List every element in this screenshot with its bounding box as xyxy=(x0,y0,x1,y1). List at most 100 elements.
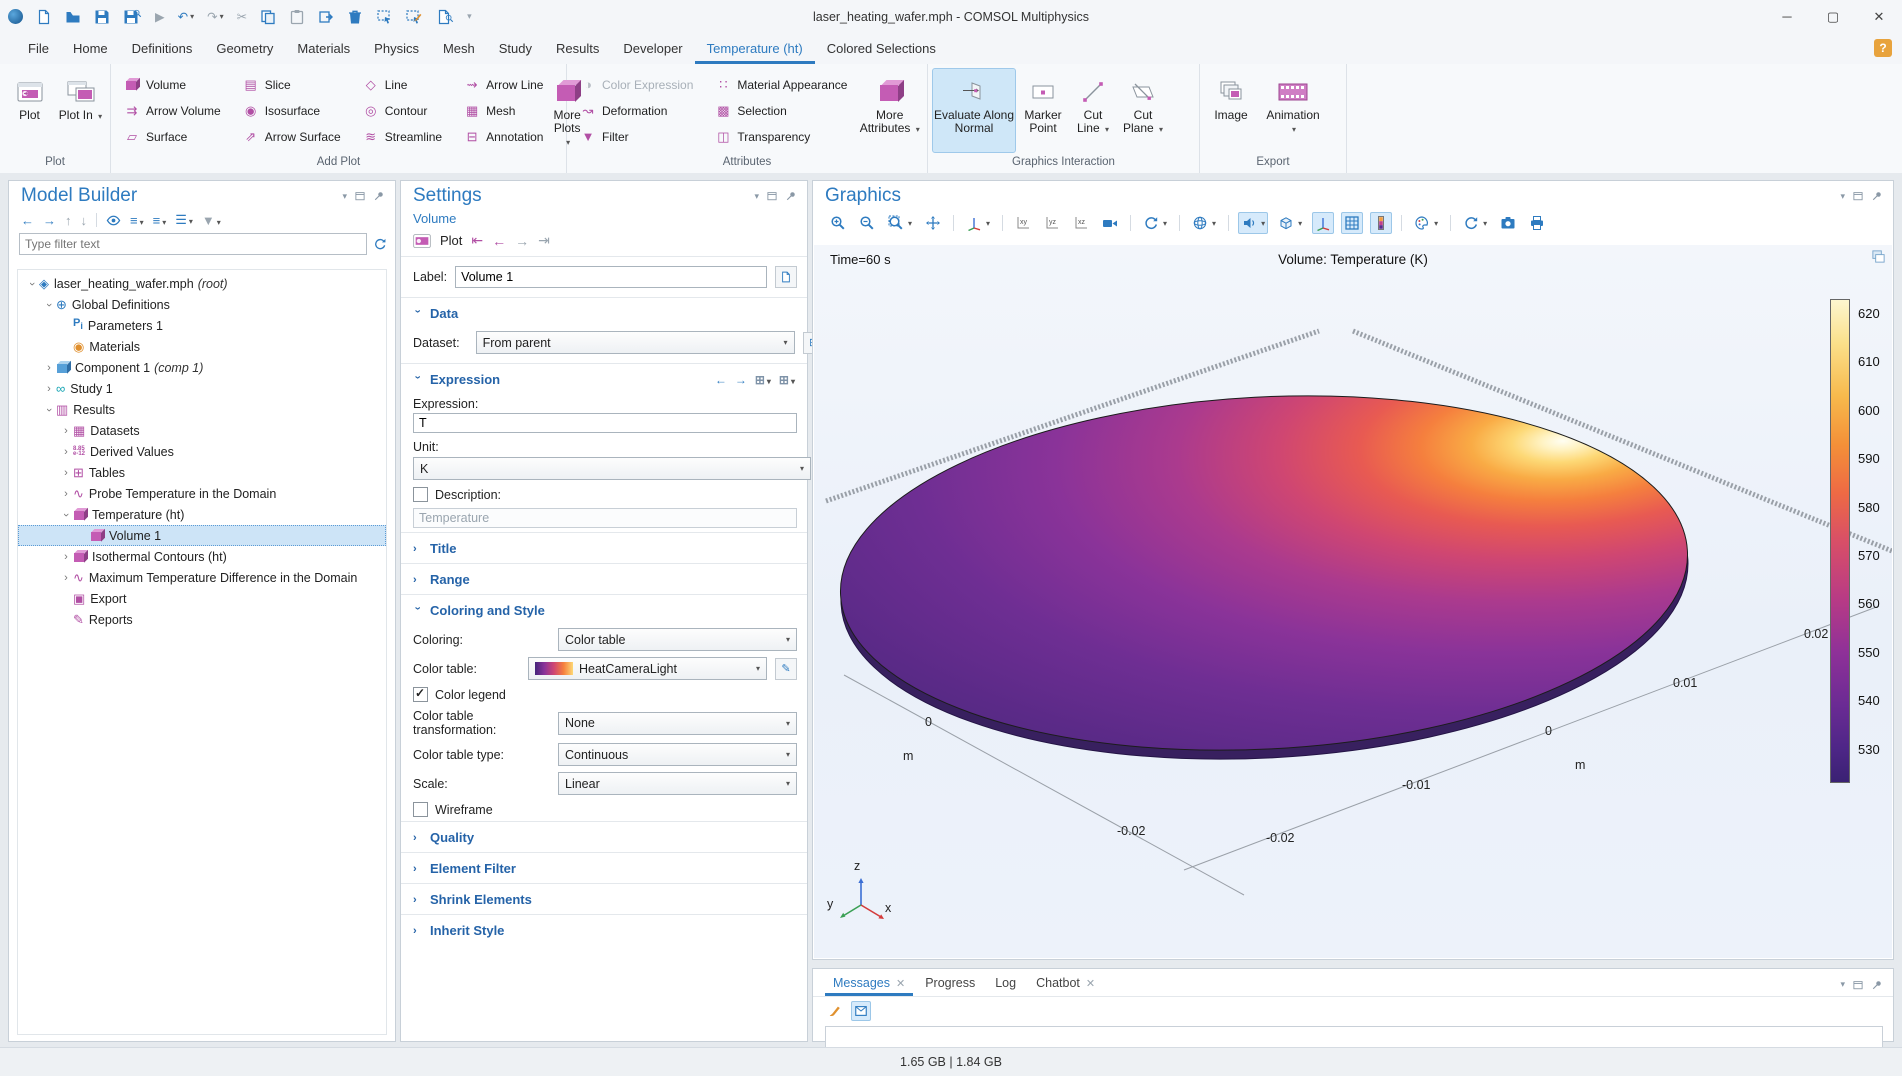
add-plot-contour[interactable]: ◎Contour xyxy=(354,98,451,124)
expander-icon[interactable]: › xyxy=(59,446,73,458)
nav-back-icon[interactable]: ← xyxy=(21,213,34,228)
close-tab-icon[interactable]: ✕ xyxy=(1086,977,1095,990)
dataset-select[interactable]: From parent▾ xyxy=(476,331,795,354)
tab-definitions[interactable]: Definitions xyxy=(120,33,205,64)
panel-pin-icon[interactable] xyxy=(1871,190,1883,202)
filter-tree-icon[interactable]: ▼▾ xyxy=(202,213,221,228)
tab-home[interactable]: Home xyxy=(61,33,120,64)
cut-line-button[interactable]: Cut Line ▾ xyxy=(1070,68,1116,153)
unit-select[interactable]: K▾ xyxy=(413,457,811,480)
expander-icon[interactable]: › xyxy=(26,277,38,291)
default-view-icon[interactable] xyxy=(1099,212,1121,234)
plot-button[interactable]: Plot xyxy=(4,68,55,153)
tree-item-isothermal-contours-ht[interactable]: ›Isothermal Contours (ht) xyxy=(18,546,386,567)
tab-temperature-ht[interactable]: Temperature (ht) xyxy=(695,33,815,64)
view-yz-icon[interactable]: yz xyxy=(1041,212,1063,234)
update-plot-icon[interactable]: ▾ xyxy=(1460,212,1490,234)
panel-float-icon[interactable] xyxy=(1852,190,1864,202)
export-image-button[interactable]: Image xyxy=(1204,68,1258,153)
nav-forward-icon[interactable]: → xyxy=(43,213,56,228)
expander-icon[interactable]: › xyxy=(59,425,73,437)
panel-menu-icon[interactable]: ▾ xyxy=(754,191,759,202)
color-theme-icon[interactable]: ▾ xyxy=(1411,212,1441,234)
new-file-icon[interactable] xyxy=(36,9,52,25)
tab-mesh[interactable]: Mesh xyxy=(431,33,487,64)
expression-next-icon[interactable]: → xyxy=(735,373,747,387)
expression-prev-icon[interactable]: ← xyxy=(715,373,727,387)
tab-developer[interactable]: Developer xyxy=(611,33,694,64)
tree-item-parameters-1[interactable]: PiParameters 1 xyxy=(18,315,386,336)
tree-item-global-definitions[interactable]: ›⊕Global Definitions xyxy=(18,294,386,315)
add-plot-slice[interactable]: ▤Slice xyxy=(234,72,350,98)
tab-materials[interactable]: Materials xyxy=(285,33,362,64)
add-plot-arrow-surface[interactable]: ⇗Arrow Surface xyxy=(234,124,350,150)
rename-icon[interactable] xyxy=(775,266,797,288)
tree-item-materials[interactable]: ◉Materials xyxy=(18,336,386,357)
panel-pin-icon[interactable] xyxy=(1871,979,1883,991)
label-field-input[interactable] xyxy=(455,266,767,288)
tab-colored-selections[interactable]: Colored Selections xyxy=(815,33,948,64)
tab-geometry[interactable]: Geometry xyxy=(204,33,285,64)
tab-messages[interactable]: Messages✕ xyxy=(825,973,913,996)
section-data[interactable]: ›Data xyxy=(401,297,807,328)
section-title[interactable]: ›Title xyxy=(401,532,807,563)
delete-icon[interactable] xyxy=(347,9,363,25)
show-axes-icon[interactable] xyxy=(1312,212,1334,234)
cut-plane-button[interactable]: Cut Plane ▾ xyxy=(1116,68,1170,153)
section-coloring-and-style[interactable]: ›Coloring and Style xyxy=(401,594,807,625)
tab-study[interactable]: Study xyxy=(487,33,544,64)
description-checkbox[interactable] xyxy=(413,487,428,502)
zoom-in-icon[interactable] xyxy=(827,212,849,234)
tree-item-volume-1[interactable]: Volume 1 xyxy=(18,525,386,546)
expander-icon[interactable]: › xyxy=(59,488,73,500)
expression-input[interactable] xyxy=(413,413,797,433)
zoom-extents-icon[interactable] xyxy=(922,212,944,234)
expander-icon[interactable]: › xyxy=(59,551,73,563)
copy-icon[interactable] xyxy=(260,9,276,25)
tree-item-reports[interactable]: ✎Reports xyxy=(18,609,386,630)
show-icon[interactable] xyxy=(106,213,121,228)
previous-solution-icon[interactable]: ← xyxy=(492,233,506,249)
color-table-select[interactable]: HeatCameraLight▾ xyxy=(528,657,767,680)
add-plot-arrow-line[interactable]: ⇝Arrow Line xyxy=(455,72,552,98)
add-plot-isosurface[interactable]: ◉Isosurface xyxy=(234,98,350,124)
clear-messages-icon[interactable] xyxy=(825,1001,845,1021)
tree-item-maximum-temperature-difference-in-the-domain[interactable]: ›∿Maximum Temperature Difference in the … xyxy=(18,567,386,588)
add-plot-surface[interactable]: ▱Surface xyxy=(115,124,230,150)
minimize-button[interactable]: ─ xyxy=(1764,0,1810,33)
model-tree-node-text-icon[interactable]: ☰▾ xyxy=(175,212,193,228)
section-inherit-style[interactable]: ›Inherit Style xyxy=(401,914,807,945)
panel-pin-icon[interactable] xyxy=(785,190,797,202)
panel-float-icon[interactable] xyxy=(1852,979,1864,991)
panel-menu-icon[interactable]: ▾ xyxy=(1840,979,1845,990)
color-table-transformation-select[interactable]: None▾ xyxy=(558,712,797,735)
section-range[interactable]: ›Range xyxy=(401,563,807,594)
section-quality[interactable]: ›Quality xyxy=(401,821,807,852)
evaluate-along-normal-button[interactable]: Evaluate Along Normal xyxy=(932,68,1016,153)
close-button[interactable]: ✕ xyxy=(1856,0,1902,33)
add-plot-arrow-volume[interactable]: ⇉Arrow Volume xyxy=(115,98,230,124)
scale-select[interactable]: Linear▾ xyxy=(558,772,797,795)
view-orientation-icon[interactable]: ▾ xyxy=(963,212,993,234)
tree-item-tables[interactable]: ›⊞Tables xyxy=(18,462,386,483)
attr-selection[interactable]: ▩Selection xyxy=(706,98,856,124)
duplicate-icon[interactable] xyxy=(318,9,334,25)
tab-physics[interactable]: Physics xyxy=(362,33,431,64)
scene-icon[interactable]: ▾ xyxy=(1189,212,1219,234)
view-xy-icon[interactable]: xy xyxy=(1012,212,1034,234)
save-as-icon[interactable] xyxy=(123,9,142,25)
refresh-filter-icon[interactable] xyxy=(373,237,387,251)
environment-icon[interactable]: ▾ xyxy=(1275,212,1305,234)
wireframe-checkbox[interactable] xyxy=(413,802,428,817)
add-plot-mesh[interactable]: ▦Mesh xyxy=(455,98,552,124)
move-down-icon[interactable]: ↓ xyxy=(81,213,88,228)
tab-results[interactable]: Results xyxy=(544,33,611,64)
attr-material-appearance[interactable]: ∷Material Appearance xyxy=(706,72,856,98)
expander-icon[interactable]: › xyxy=(59,467,73,479)
tree-item-derived-values[interactable]: ›8.85e-12Derived Values xyxy=(18,441,386,462)
message-filter-icon[interactable] xyxy=(851,1001,871,1021)
export-animation-button[interactable]: Animation▾ xyxy=(1258,68,1328,153)
tree-item-study-1[interactable]: ›∞Study 1 xyxy=(18,378,386,399)
first-solution-icon[interactable]: ⇤ xyxy=(471,232,483,249)
attr-deformation[interactable]: ↝Deformation xyxy=(571,98,702,124)
